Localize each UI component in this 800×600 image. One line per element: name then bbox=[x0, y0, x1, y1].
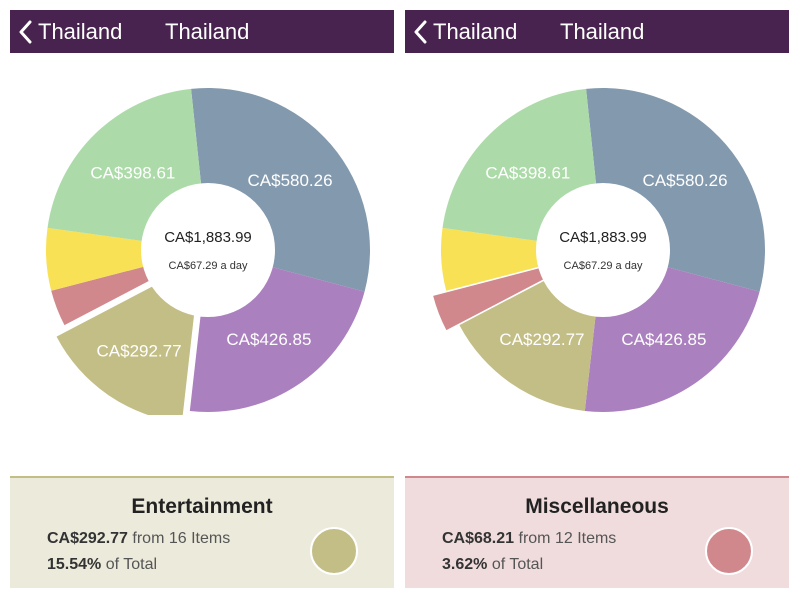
slice-label: CA$426.85 bbox=[226, 330, 311, 349]
chart-center-hole bbox=[536, 183, 670, 317]
slice-label: CA$292.77 bbox=[97, 342, 182, 361]
category-color-swatch bbox=[310, 527, 358, 575]
category-name: Miscellaneous bbox=[525, 495, 669, 518]
category-percent-line: 15.54% of Total bbox=[47, 556, 157, 574]
nav-title: Thailand bbox=[560, 19, 645, 44]
daily-average: CA$67.29 a day bbox=[169, 260, 248, 272]
slice-label: CA$426.85 bbox=[621, 330, 706, 349]
detail-divider bbox=[405, 476, 789, 478]
back-button[interactable]: Thailand bbox=[18, 10, 122, 53]
slice-label: CA$398.61 bbox=[90, 163, 175, 182]
nav-bar: Thailand Thailand bbox=[405, 10, 789, 53]
category-percent-line: 3.62% of Total bbox=[442, 556, 543, 574]
category-percent-suffix: of Total bbox=[491, 556, 544, 573]
category-amount-line: CA$292.77 from 16 Items bbox=[47, 530, 230, 548]
back-label: Thailand bbox=[433, 18, 518, 44]
detail-divider bbox=[10, 476, 394, 478]
category-detail-panel: Miscellaneous CA$68.21 from 12 Items 3.6… bbox=[405, 478, 789, 588]
expense-donut-chart[interactable]: CA$580.26 CA$426.85 CA$292.77 CA$398.61 CA$… bbox=[433, 85, 773, 415]
chart-slice[interactable] bbox=[441, 227, 603, 291]
category-items: from 16 Items bbox=[132, 530, 231, 547]
category-name: Entertainment bbox=[131, 495, 273, 518]
total-amount: CA$1,883.99 bbox=[164, 229, 252, 246]
category-amount: CA$68.21 bbox=[442, 530, 515, 547]
chart-slice[interactable] bbox=[46, 227, 209, 291]
nav-title: Thailand bbox=[165, 19, 250, 44]
total-amount: CA$1,883.99 bbox=[559, 229, 647, 246]
category-percent: 15.54% bbox=[47, 556, 102, 573]
screen-miscellaneous: Thailand Thailand CA$580.26 CA$426.85 CA$2… bbox=[405, 0, 789, 600]
nav-bar: Thailand Thailand bbox=[10, 10, 394, 53]
back-button[interactable]: Thailand bbox=[413, 10, 517, 53]
back-label: Thailand bbox=[38, 18, 123, 44]
category-detail-panel: Entertainment CA$292.77 from 16 Items 15… bbox=[10, 478, 394, 588]
category-color-swatch bbox=[705, 527, 753, 575]
category-percent-suffix: of Total bbox=[105, 556, 158, 573]
category-amount: CA$292.77 bbox=[47, 530, 128, 547]
slice-label: CA$398.61 bbox=[485, 163, 570, 182]
category-percent: 3.62% bbox=[442, 556, 488, 573]
expense-donut-chart[interactable]: CA$580.26 CA$426.85 CA$292.77 CA$398.61 CA$… bbox=[38, 85, 378, 415]
slice-label: CA$580.26 bbox=[248, 171, 333, 190]
slice-label: CA$292.77 bbox=[499, 330, 584, 349]
chart-center-hole bbox=[141, 183, 275, 317]
chevron-left-icon bbox=[413, 20, 427, 44]
chevron-left-icon bbox=[18, 20, 32, 44]
category-amount-line: CA$68.21 from 12 Items bbox=[442, 530, 616, 548]
daily-average: CA$67.29 a day bbox=[564, 260, 643, 272]
category-items: from 12 Items bbox=[518, 530, 617, 547]
screen-entertainment: Thailand Thailand CA$580.26 CA$426.85 CA$2… bbox=[10, 0, 394, 600]
slice-label: CA$580.26 bbox=[643, 171, 728, 190]
